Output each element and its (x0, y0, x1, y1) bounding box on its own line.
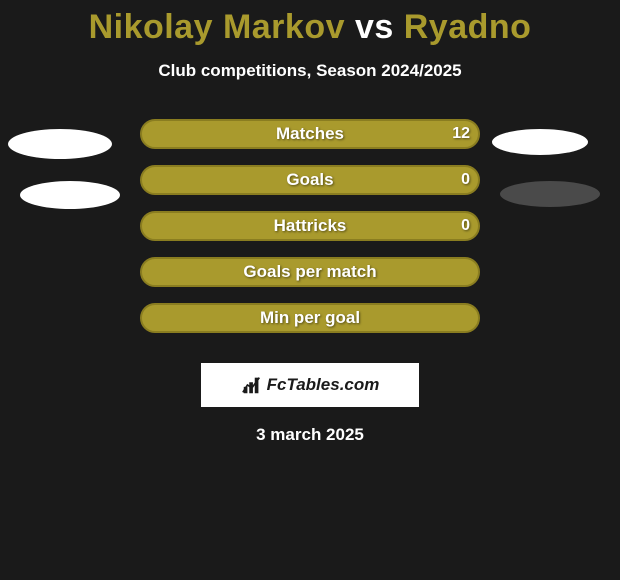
player1-ellipse-top (8, 129, 112, 159)
title-player2: Ryadno (404, 8, 532, 46)
stat-label: Matches (140, 119, 480, 149)
stat-label: Goals (140, 165, 480, 195)
stat-bars: Matches12Goals0Hattricks0Goals per match… (140, 119, 480, 349)
stat-value-right: 0 (461, 211, 470, 241)
stat-row: Matches12 (140, 119, 480, 149)
stat-value-right: 0 (461, 165, 470, 195)
subtitle: Club competitions, Season 2024/2025 (0, 61, 620, 81)
stat-label: Min per goal (140, 303, 480, 333)
stat-label: Goals per match (140, 257, 480, 287)
bar-chart-icon (241, 374, 263, 396)
title-vs: vs (355, 8, 394, 46)
stat-row: Min per goal (140, 303, 480, 333)
page-title: Nikolay Markov vs Ryadno (0, 0, 620, 47)
brand-box: FcTables.com (201, 363, 419, 407)
date-text: 3 march 2025 (0, 425, 620, 445)
stat-value-right: 12 (452, 119, 470, 149)
comparison-stage: Matches12Goals0Hattricks0Goals per match… (0, 119, 620, 349)
stat-row: Hattricks0 (140, 211, 480, 241)
player1-ellipse-bottom (20, 181, 120, 209)
player2-ellipse-top (492, 129, 588, 155)
player2-ellipse-bottom (500, 181, 600, 207)
title-player1: Nikolay Markov (89, 8, 345, 46)
brand-text: FcTables.com (267, 375, 380, 395)
stat-row: Goals0 (140, 165, 480, 195)
stat-label: Hattricks (140, 211, 480, 241)
stat-row: Goals per match (140, 257, 480, 287)
